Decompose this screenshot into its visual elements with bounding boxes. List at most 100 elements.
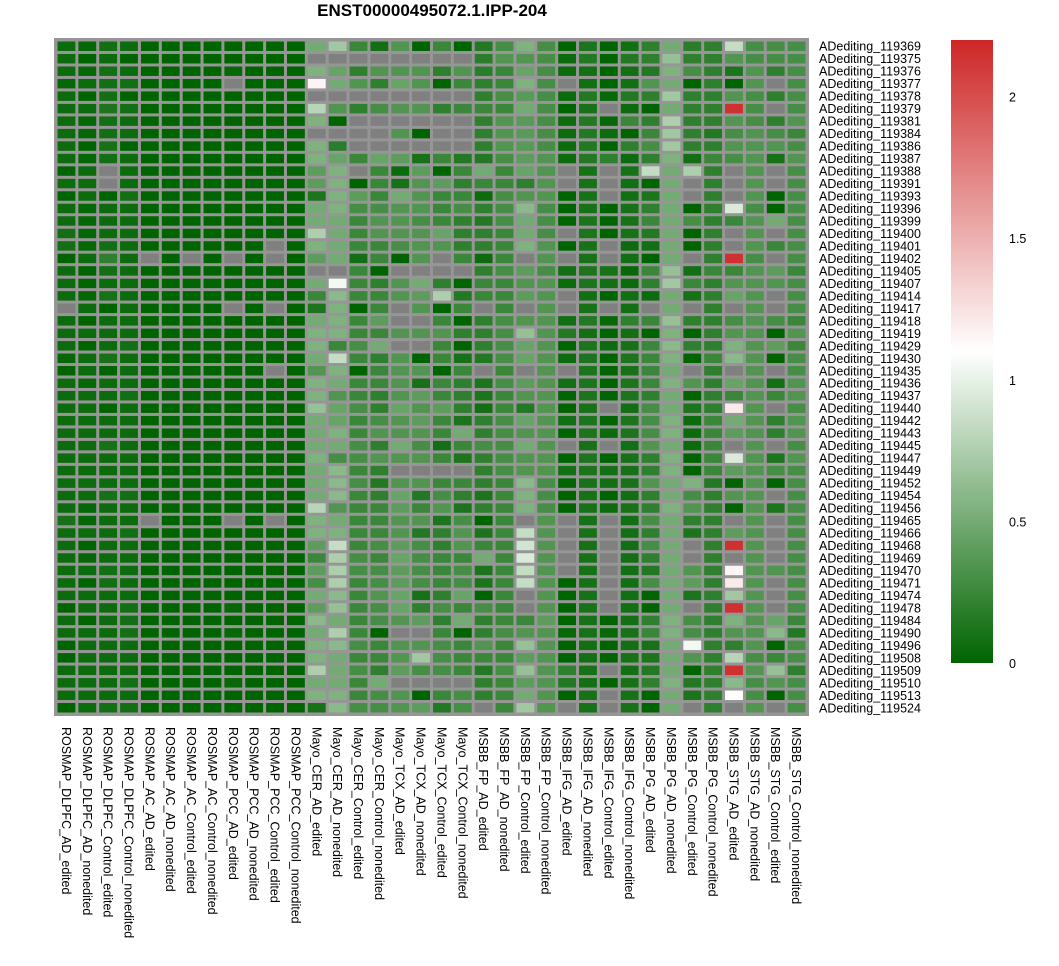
heatmap-cell [203,366,222,376]
heatmap-cell-na [307,53,326,64]
heatmap-cell-na [766,603,785,613]
heatmap-cell [433,578,451,588]
heatmap-cell [725,690,743,701]
heatmap-cell [307,428,326,438]
column-label: MSBB_PG_AD_nonedited [664,727,678,874]
heatmap-cell [182,640,201,651]
heatmap-cell [328,353,347,364]
heatmap-cell [224,578,243,588]
heatmap-cell [57,341,76,351]
heatmap-cell [349,490,368,501]
heatmap-cell [641,266,660,276]
heatmap-cell [307,703,326,713]
heatmap-cell [140,303,159,314]
heatmap-cell [641,316,660,326]
heatmap-cell-na [599,440,618,451]
heatmap-cell [182,216,201,226]
heatmap-cell [433,178,451,189]
heatmap-cell [328,203,347,214]
heatmap-cell [412,478,430,488]
heatmap-cell [579,465,597,476]
heatmap-cell [537,366,556,376]
heatmap-cell-na [725,191,743,201]
heatmap-cell [453,565,472,576]
heatmap-cell [328,578,347,588]
heatmap-cell [579,316,597,326]
row-label: ADediting_119471 [819,576,921,590]
heatmap-cell [328,303,347,314]
heatmap-cell-na [599,191,618,201]
heatmap-cell [495,366,514,376]
heatmap-cell [182,178,201,189]
heatmap-cell [370,278,389,289]
heatmap-cell [391,528,410,538]
heatmap-cell [120,303,138,314]
heatmap-cell-na [558,366,577,376]
heatmap-cell [766,453,785,463]
heatmap-cell [620,91,639,101]
heatmap-cell [558,41,577,51]
heatmap-cell [349,578,368,588]
heatmap-cell [579,428,597,438]
heatmap-cell [224,128,243,139]
heatmap-cell [286,178,305,189]
heatmap-cell [641,66,660,76]
heatmap-cell [620,578,639,588]
heatmap-cell [599,390,618,401]
heatmap-cell [140,378,159,388]
heatmap-cell [745,578,764,588]
heatmap-cell [245,341,264,351]
heatmap-cell [683,128,702,139]
heatmap-cell [453,665,472,676]
heatmap-cell-na [412,141,430,151]
heatmap-cell [161,603,180,613]
heatmap-cell-na [412,628,430,638]
heatmap-cell [766,428,785,438]
heatmap-cell [391,503,410,513]
column-label: ROSMAP_AC_Control_edited [184,727,198,894]
heatmap-cell [286,378,305,388]
heatmap-cell [161,328,180,339]
heatmap-cell [161,528,180,538]
heatmap-cell [307,678,326,688]
heatmap-cell [391,490,410,501]
heatmap-cell [349,628,368,638]
heatmap-cell [245,628,264,638]
heatmap-cell [745,178,764,189]
heatmap-cell [537,578,556,588]
heatmap-cell [766,353,785,364]
heatmap-cell [453,316,472,326]
heatmap-cell [78,390,97,401]
heatmap-cell [412,503,430,513]
heatmap-cell [662,278,681,289]
heatmap-cell [140,41,159,51]
heatmap-cell [537,91,556,101]
heatmap-cell [349,78,368,89]
heatmap-cell [620,703,639,713]
heatmap-cell [307,503,326,513]
heatmap-cell [599,415,618,426]
heatmap-cell [433,328,451,339]
heatmap-cell [203,141,222,151]
heatmap-cell [579,178,597,189]
heatmap-cell-na [391,91,410,101]
heatmap-cell [182,203,201,214]
heatmap-cell-na [599,166,618,176]
heatmap-cell [787,166,806,176]
heatmap-cell [683,653,702,663]
heatmap-cell [620,615,639,626]
heatmap-cell [495,590,514,601]
heatmap-cell [120,478,138,488]
heatmap-cell [787,203,806,214]
heatmap-cell [453,440,472,451]
heatmap-cell [120,440,138,451]
heatmap-cell [725,478,743,488]
heatmap-cell [683,665,702,676]
heatmap-cell [725,328,743,339]
heatmap-cell [370,328,389,339]
heatmap-cell [161,303,180,314]
heatmap-cell [307,615,326,626]
heatmap-cell [453,403,472,413]
heatmap-cell [307,341,326,351]
heatmap-cell [78,553,97,563]
